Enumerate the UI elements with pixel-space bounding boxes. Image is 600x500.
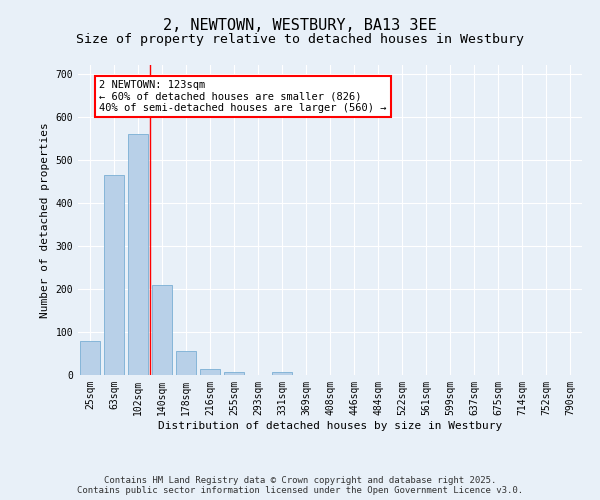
X-axis label: Distribution of detached houses by size in Westbury: Distribution of detached houses by size … xyxy=(158,420,502,430)
Bar xyxy=(200,368,220,375)
Bar xyxy=(152,284,172,375)
Bar xyxy=(176,352,196,375)
Bar xyxy=(224,372,244,375)
Text: 2 NEWTOWN: 123sqm
← 60% of detached houses are smaller (826)
40% of semi-detache: 2 NEWTOWN: 123sqm ← 60% of detached hous… xyxy=(99,80,386,114)
Bar xyxy=(272,372,292,375)
Text: Size of property relative to detached houses in Westbury: Size of property relative to detached ho… xyxy=(76,32,524,46)
Text: 2, NEWTOWN, WESTBURY, BA13 3EE: 2, NEWTOWN, WESTBURY, BA13 3EE xyxy=(163,18,437,32)
Text: Contains HM Land Registry data © Crown copyright and database right 2025.
Contai: Contains HM Land Registry data © Crown c… xyxy=(77,476,523,495)
Bar xyxy=(80,340,100,375)
Bar xyxy=(128,134,148,375)
Bar xyxy=(104,175,124,375)
Y-axis label: Number of detached properties: Number of detached properties xyxy=(40,122,50,318)
